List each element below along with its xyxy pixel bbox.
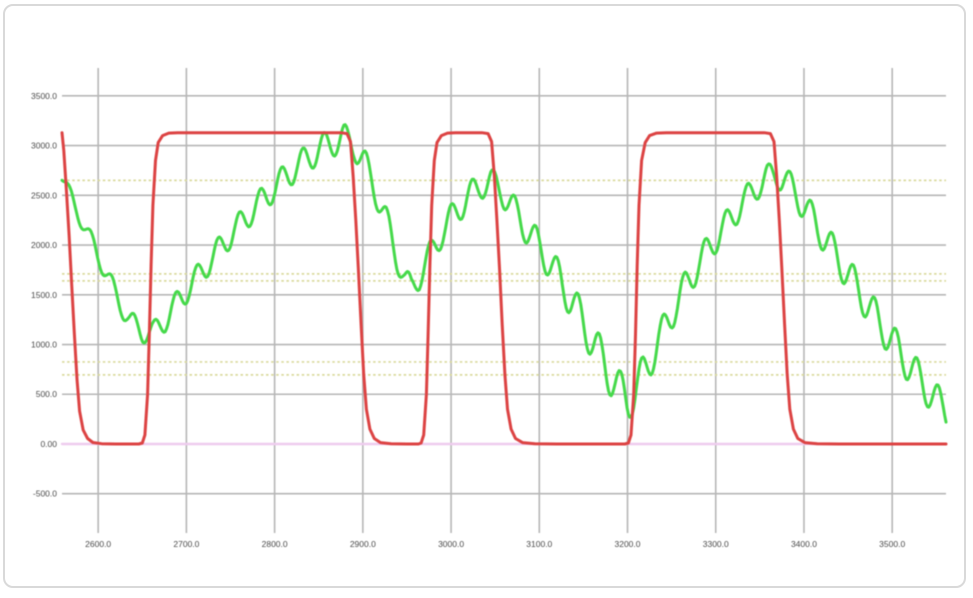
y-tick-label: 3000.0 (31, 141, 57, 151)
x-tick-label: 2800.0 (262, 539, 288, 549)
x-tick-label: 3100.0 (526, 539, 552, 549)
series-setpoint-square-wave (60, 131, 948, 446)
y-tick-label: 500.0 (36, 389, 58, 399)
x-tick-label: 3500.0 (879, 539, 905, 549)
y-tick-label: 1000.0 (31, 340, 57, 350)
x-tick-label: 2700.0 (173, 539, 199, 549)
y-tick-label: 1500.0 (31, 290, 57, 300)
x-tick-label: 3200.0 (615, 539, 641, 549)
plot-canvas: 3500.0 3000.0 2500.0 2000.0 1500.0 1000.0 500.… (31, 68, 948, 549)
x-tick-label: 2900.0 (350, 539, 376, 549)
y-tick-label: 2500.0 (31, 190, 57, 200)
y-tick-label: -500.0 (33, 489, 57, 499)
series-oscillating-response (60, 123, 948, 424)
x-tick-label: 3000.0 (438, 539, 464, 549)
y-tick-label: 2000.0 (31, 240, 57, 250)
y-tick-label: 3500.0 (31, 91, 57, 101)
chart-frame: 3500.0 3000.0 2500.0 2000.0 1500.0 1000.0 500.… (3, 4, 966, 588)
x-tick-label: 2600.0 (85, 539, 111, 549)
y-tick-label: 0.00 (40, 439, 57, 449)
x-tick-label: 3300.0 (703, 539, 729, 549)
x-tick-label: 3400.0 (791, 539, 817, 549)
